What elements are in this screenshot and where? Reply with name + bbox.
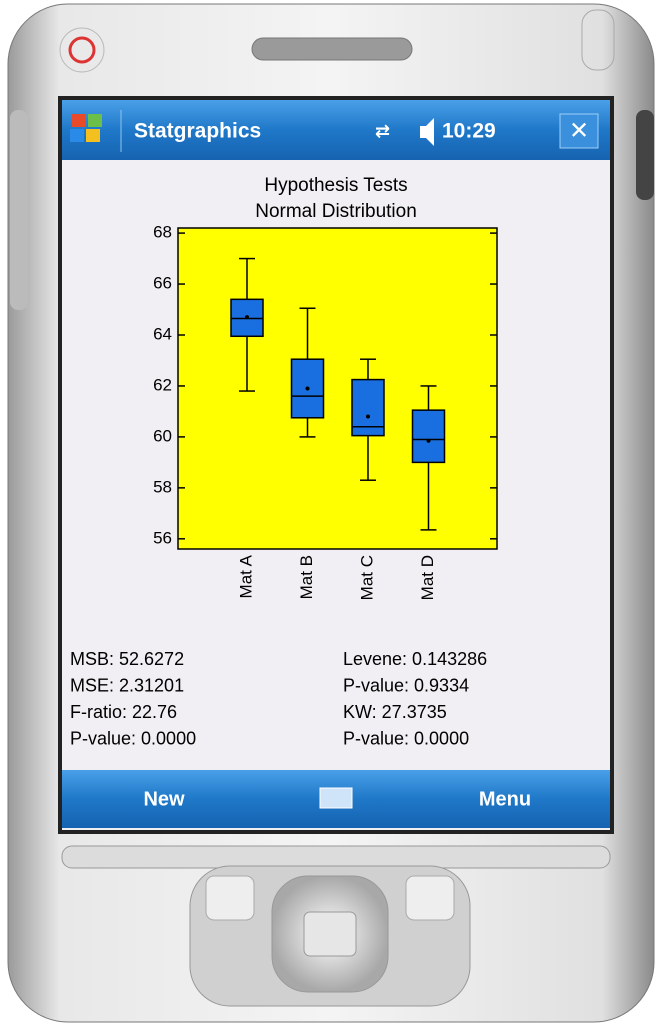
title-bar [62, 100, 610, 160]
action-key[interactable] [303, 911, 357, 957]
y-tick-label: 66 [153, 274, 172, 293]
x-tick-label: Mat B [297, 555, 316, 599]
y-tick-label: 58 [153, 477, 172, 496]
chart-subtitle: Normal Distribution [255, 201, 417, 222]
chart: 56 58 60 62 64 66 68 Mat A Mat B Mat C Mat D [153, 223, 498, 600]
x-tick-label: Mat C [357, 555, 376, 600]
keyboard-icon[interactable] [319, 787, 353, 809]
stat-line: P-value: 0.0000 [70, 728, 196, 748]
mean [426, 438, 431, 443]
stylus-slot [581, 9, 615, 71]
volume-icon[interactable] [420, 118, 434, 146]
y-tick-label: 62 [153, 375, 172, 394]
mean [305, 386, 310, 391]
menu-menu[interactable]: Menu [479, 788, 531, 810]
side-key [636, 110, 654, 200]
stat-line: Levene: 0.143286 [343, 649, 487, 669]
mean [366, 414, 370, 419]
clock: 10:29 [442, 120, 496, 143]
stat-line: P-value: 0.0000 [343, 728, 469, 748]
close-icon: ✕ [569, 117, 589, 144]
x-tick-label: Mat A [236, 554, 255, 598]
connectivity-icon[interactable]: ⇄ [375, 121, 390, 141]
stat-line: KW: 27.3735 [343, 702, 447, 722]
y-tick-label: 68 [153, 223, 172, 242]
stat-line: MSB: 52.6272 [70, 649, 184, 669]
contacts-key[interactable] [405, 875, 455, 921]
soft-keys[interactable] [61, 845, 611, 869]
start-icon[interactable] [70, 114, 102, 142]
box [411, 409, 446, 464]
power-icon [68, 36, 96, 64]
app-title: Statgraphics [134, 120, 261, 143]
stat-line: P-value: 0.9334 [343, 675, 469, 695]
calendar-key[interactable] [205, 875, 255, 921]
stats: MSB: 52.6272 MSE: 2.31201 F-ratio: 22.76 P-… [70, 649, 487, 749]
speaker [251, 37, 413, 61]
menu-new[interactable]: New [143, 788, 185, 810]
chart-title: Hypothesis Tests [264, 175, 407, 196]
stat-line: MSE: 2.31201 [70, 675, 184, 695]
stat-line: F-ratio: 22.76 [70, 702, 177, 722]
y-tick-label: 64 [153, 324, 172, 343]
power-button[interactable] [59, 27, 105, 73]
plot-area [177, 227, 498, 550]
y-tick-label: 56 [153, 528, 172, 547]
y-tick-label: 60 [153, 426, 172, 445]
close-button[interactable] [559, 113, 599, 149]
side-key [10, 110, 28, 310]
x-tick-label: Mat D [418, 555, 437, 600]
mean [245, 315, 249, 320]
